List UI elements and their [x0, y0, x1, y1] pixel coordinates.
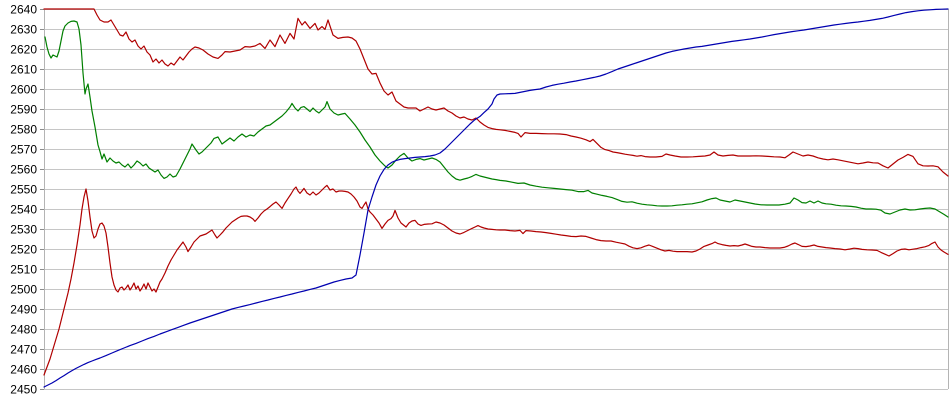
- y-axis: 2640 2630 2620 2610 2600 2590 2580 2570 2560 2550…: [10, 3, 949, 397]
- grid-layer: [44, 9, 948, 390]
- y-axis-tick-label: 2540: [10, 203, 37, 217]
- series-lower-red-band: [43, 184, 949, 376]
- y-axis-tick-label: 2610: [10, 63, 37, 77]
- series-rising-blue-line: [43, 8, 949, 388]
- y-axis-tick-label: 2630: [10, 23, 37, 37]
- series-upper-red-band: [43, 8, 949, 177]
- series-mid-green-band: [44, 20, 949, 218]
- y-axis-tick-label: 2550: [10, 183, 37, 197]
- y-axis-tick-label: 2530: [10, 223, 37, 237]
- y-axis-tick-label: 2520: [10, 243, 37, 257]
- series-layer: [43, 8, 949, 388]
- y-axis-tick-label: 2590: [10, 103, 37, 117]
- y-axis-tick-label: 2490: [10, 303, 37, 317]
- y-axis-tick-label: 2480: [10, 323, 37, 337]
- y-axis-tick-label: 2460: [10, 363, 37, 377]
- y-axis-tick-label: 2640: [10, 3, 37, 17]
- y-axis-tick-label: 2500: [10, 283, 37, 297]
- y-axis-tick-label: 2570: [10, 143, 37, 157]
- y-axis-tick-label: 2510: [10, 263, 37, 277]
- y-axis-tick-label: 2560: [10, 163, 37, 177]
- y-axis-tick-label: 2450: [10, 383, 37, 397]
- y-axis-tick-label: 2470: [10, 343, 37, 357]
- y-axis-tick-label: 2600: [10, 83, 37, 97]
- y-axis-tick-label: 2620: [10, 43, 37, 57]
- y-axis-tick-label: 2580: [10, 123, 37, 137]
